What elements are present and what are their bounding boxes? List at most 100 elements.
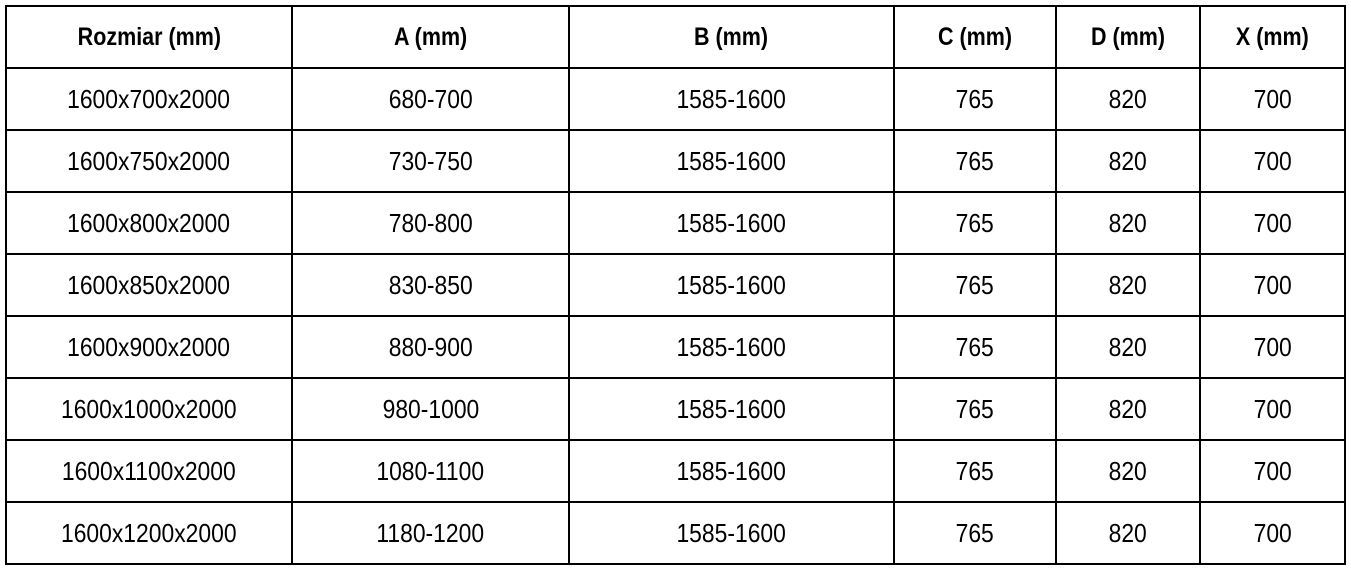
cell-value: 1600x1000x2000 [61,394,237,424]
cell-value: 1180-1200 [376,518,485,548]
cell-c: 765 [893,501,1057,565]
cell-rozmiar: 1600x1200x2000 [5,501,293,565]
cell-value: 700 [1253,394,1292,424]
cell-value: 1600x750x2000 [67,146,231,176]
cell-value: 1600x850x2000 [67,270,231,300]
cell-a: 880-900 [291,315,570,379]
cell-b: 1585-1600 [568,501,895,565]
cell-rozmiar: 1600x1100x2000 [5,439,293,503]
column-header-label: Rozmiar (mm) [77,22,221,51]
cell-value: 1585-1600 [676,394,787,424]
cell-x: 700 [1199,315,1346,379]
cell-d: 820 [1055,377,1201,441]
cell-c: 765 [893,253,1057,317]
cell-value: 820 [1108,208,1148,238]
cell-d: 820 [1055,315,1201,379]
column-header-label: A (mm) [393,22,468,51]
column-header-label: D (mm) [1090,22,1166,51]
cell-x: 700 [1199,377,1346,441]
cell-value: 1600x800x2000 [67,208,231,238]
cell-value: 830-850 [388,270,473,300]
cell-value: 1585-1600 [676,332,787,362]
cell-a: 1080-1100 [291,439,570,503]
column-header-label: B (mm) [694,22,769,51]
table-row: 1600x750x2000 730-750 1585-1600 765 820 700 [5,129,1346,193]
cell-b: 1585-1600 [568,67,895,131]
cell-value: 765 [955,146,995,176]
cell-c: 765 [893,377,1057,441]
cell-d: 820 [1055,501,1201,565]
dimensions-table: Rozmiar (mm) A (mm) B (mm) C (mm) D (mm) X (m… [5,5,1346,565]
cell-d: 820 [1055,253,1201,317]
table-row: 1600x850x2000 830-850 1585-1600 765 820 700 [5,253,1346,317]
cell-value: 1600x700x2000 [67,84,231,114]
cell-x: 700 [1199,501,1346,565]
cell-value: 765 [955,394,995,424]
column-header-b: B (mm) [568,5,895,69]
spec-table-container: Rozmiar (mm) A (mm) B (mm) C (mm) D (mm) X (m… [5,5,1346,565]
cell-value: 820 [1108,84,1148,114]
cell-b: 1585-1600 [568,253,895,317]
cell-value: 820 [1108,146,1148,176]
cell-value: 820 [1108,456,1148,486]
cell-x: 700 [1199,129,1346,193]
cell-value: 765 [955,84,995,114]
cell-c: 765 [893,191,1057,255]
cell-b: 1585-1600 [568,439,895,503]
cell-value: 880-900 [388,332,473,362]
table-row: 1600x800x2000 780-800 1585-1600 765 820 700 [5,191,1346,255]
cell-value: 820 [1108,332,1148,362]
cell-x: 700 [1199,439,1346,503]
cell-rozmiar: 1600x700x2000 [5,67,293,131]
column-header-label: C (mm) [937,22,1013,51]
cell-d: 820 [1055,439,1201,503]
cell-x: 700 [1199,191,1346,255]
cell-value: 1600x900x2000 [67,332,231,362]
cell-value: 765 [955,270,995,300]
column-header-rozmiar: Rozmiar (mm) [5,5,293,69]
cell-x: 700 [1199,67,1346,131]
table-row: 1600x1100x2000 1080-1100 1585-1600 765 820 70… [5,439,1346,503]
cell-value: 700 [1253,84,1292,114]
cell-value: 680-700 [388,84,473,114]
cell-rozmiar: 1600x850x2000 [5,253,293,317]
cell-value: 1585-1600 [676,146,787,176]
cell-value: 1585-1600 [676,270,787,300]
cell-value: 765 [955,518,995,548]
cell-value: 700 [1253,208,1292,238]
cell-a: 830-850 [291,253,570,317]
table-row: 1600x700x2000 680-700 1585-1600 765 820 700 [5,67,1346,131]
cell-rozmiar: 1600x750x2000 [5,129,293,193]
cell-a: 680-700 [291,67,570,131]
cell-b: 1585-1600 [568,191,895,255]
cell-b: 1585-1600 [568,315,895,379]
cell-value: 765 [955,208,995,238]
cell-d: 820 [1055,129,1201,193]
column-header-label: X (mm) [1236,22,1309,51]
cell-value: 1080-1100 [376,456,485,486]
table-body: 1600x700x2000 680-700 1585-1600 765 820 700 16… [5,67,1346,565]
cell-d: 820 [1055,67,1201,131]
cell-value: 1585-1600 [676,518,787,548]
cell-value: 1585-1600 [676,456,787,486]
cell-a: 730-750 [291,129,570,193]
cell-c: 765 [893,67,1057,131]
table-row: 1600x1200x2000 1180-1200 1585-1600 765 820 70… [5,501,1346,565]
cell-c: 765 [893,439,1057,503]
cell-b: 1585-1600 [568,377,895,441]
cell-value: 780-800 [388,208,473,238]
cell-value: 820 [1108,394,1148,424]
cell-c: 765 [893,315,1057,379]
cell-value: 700 [1253,270,1292,300]
cell-value: 1585-1600 [676,84,787,114]
cell-a: 780-800 [291,191,570,255]
cell-value: 700 [1253,332,1292,362]
cell-a: 980-1000 [291,377,570,441]
cell-d: 820 [1055,191,1201,255]
cell-value: 980-1000 [382,394,479,424]
column-header-d: D (mm) [1055,5,1201,69]
cell-value: 730-750 [388,146,473,176]
column-header-x: X (mm) [1199,5,1346,69]
column-header-c: C (mm) [893,5,1057,69]
cell-rozmiar: 1600x1000x2000 [5,377,293,441]
